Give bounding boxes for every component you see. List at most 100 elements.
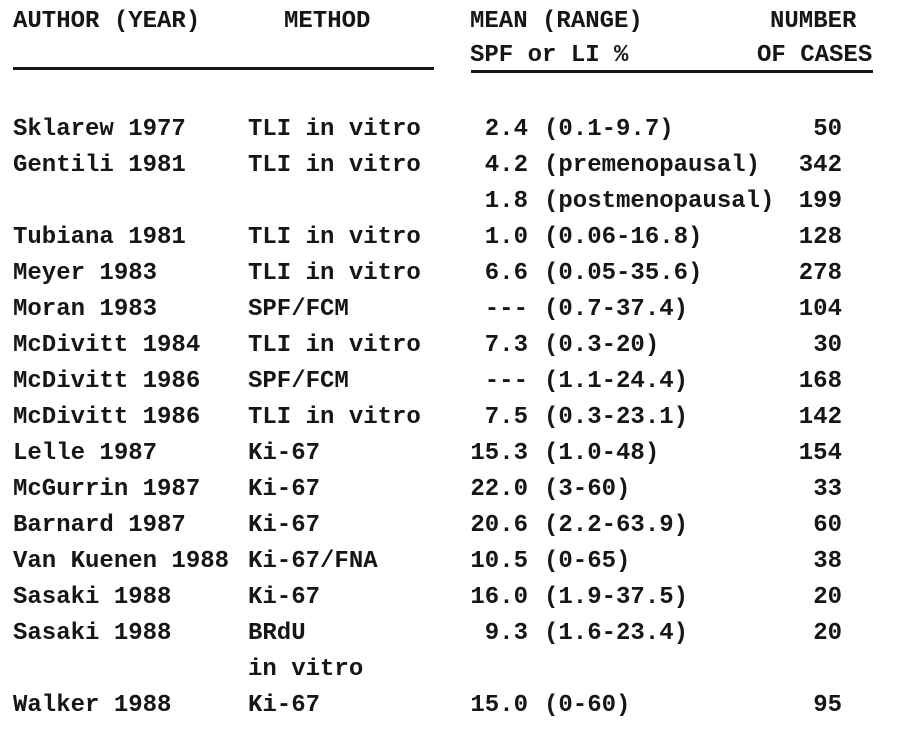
table-row: Barnard 1987 Ki-67 20.6 (2.2-63.9) 60: [0, 508, 907, 544]
author-cell: McDivitt 1984: [13, 332, 201, 359]
range-cell: (3-60): [544, 476, 631, 503]
range-cell: (0-60): [544, 692, 631, 719]
table-row: McDivitt 1984 TLI in vitro 7.3 (0.3-20) …: [0, 328, 907, 364]
range-cell: (0.1-9.7): [544, 116, 674, 143]
cases-cell: 20: [813, 620, 842, 647]
cases-cell: 30: [813, 332, 842, 359]
range-cell: (2.2-63.9): [544, 512, 689, 539]
method-cell: in vitro: [248, 656, 364, 683]
mean-cell: 7.3: [484, 332, 528, 359]
method-cell: TLI in vitro: [248, 332, 421, 359]
range-cell: (0.7-37.4): [544, 296, 689, 323]
cases-cell: 104: [798, 296, 842, 323]
cases-cell: 50: [813, 116, 842, 143]
mean-cell: 16.0: [470, 584, 528, 611]
method-cell: Ki-67: [248, 692, 321, 719]
table-row: McDivitt 1986 TLI in vitro 7.5 (0.3-23.1…: [0, 400, 907, 436]
author-cell: Sasaki 1988: [13, 620, 172, 647]
mean-cell: 15.3: [470, 440, 528, 467]
table-row: Lelle 1987 Ki-67 15.3 (1.0-48) 154: [0, 436, 907, 472]
range-cell: (1.0-48): [544, 440, 660, 467]
author-cell: Tubiana 1981: [13, 224, 186, 251]
table-row: Van Kuenen 1988 Ki-67/FNA 10.5 (0-65) 38: [0, 544, 907, 580]
table-row: Sklarew 1977 TLI in vitro 2.4 (0.1-9.7) …: [0, 112, 907, 148]
table-row: Walker 1988 Ki-67 15.0 (0-60) 95: [0, 688, 907, 724]
table-row: in vitro: [0, 652, 907, 688]
author-cell: Walker 1988: [13, 692, 172, 719]
author-cell: Sklarew 1977: [13, 116, 186, 143]
author-cell: Moran 1983: [13, 296, 158, 323]
method-cell: Ki-67: [248, 476, 321, 503]
method-cell: Ki-67: [248, 512, 321, 539]
cases-cell: 142: [798, 404, 842, 431]
cases-cell: 342: [798, 152, 842, 179]
author-cell: McGurrin 1987: [13, 476, 201, 503]
header-rule-left: [13, 67, 434, 70]
range-cell: (premenopausal): [544, 152, 761, 179]
table-row: Sasaki 1988 Ki-67 16.0 (1.9-37.5) 20: [0, 580, 907, 616]
cases-cell: 278: [798, 260, 842, 287]
mean-cell: 1.8: [484, 188, 528, 215]
method-cell: Ki-67/FNA: [248, 548, 378, 575]
cases-cell: 20: [813, 584, 842, 611]
mean-cell: 15.0: [470, 692, 528, 719]
mean-cell: 20.6: [470, 512, 528, 539]
cases-cell: 168: [798, 368, 842, 395]
method-cell: TLI in vitro: [248, 260, 421, 287]
cases-cell: 154: [798, 440, 842, 467]
table-body: Sklarew 1977 TLI in vitro 2.4 (0.1-9.7) …: [0, 112, 907, 724]
method-cell: Ki-67: [248, 440, 321, 467]
cases-cell: 38: [813, 548, 842, 575]
cases-cell: 33: [813, 476, 842, 503]
table-row: Sasaki 1988 BRdU 9.3 (1.6-23.4) 20: [0, 616, 907, 652]
mean-cell: 1.0: [484, 224, 528, 251]
table-row: Tubiana 1981 TLI in vitro 1.0 (0.06-16.8…: [0, 220, 907, 256]
range-cell: (1.9-37.5): [544, 584, 689, 611]
table-row: Moran 1983 SPF/FCM --- (0.7-37.4) 104: [0, 292, 907, 328]
header-author-year: AUTHOR (YEAR): [13, 8, 201, 35]
method-cell: Ki-67: [248, 584, 321, 611]
mean-cell: 6.6: [484, 260, 528, 287]
author-cell: McDivitt 1986: [13, 404, 201, 431]
mean-cell: 7.5: [484, 404, 528, 431]
author-cell: McDivitt 1986: [13, 368, 201, 395]
mean-cell: 9.3: [484, 620, 528, 647]
method-cell: TLI in vitro: [248, 152, 421, 179]
cases-cell: 199: [798, 188, 842, 215]
author-cell: Gentili 1981: [13, 152, 186, 179]
range-cell: (0-65): [544, 548, 631, 575]
table-row: Gentili 1981 TLI in vitro 4.2 (premenopa…: [0, 148, 907, 184]
mean-cell: ---: [484, 368, 528, 395]
table-row: McDivitt 1986 SPF/FCM --- (1.1-24.4) 168: [0, 364, 907, 400]
table-row: Meyer 1983 TLI in vitro 6.6 (0.05-35.6) …: [0, 256, 907, 292]
cases-cell: 95: [813, 692, 842, 719]
range-cell: (0.05-35.6): [544, 260, 703, 287]
table-row: 1.8 (postmenopausal) 199: [0, 184, 907, 220]
header-rule-right: [471, 70, 873, 73]
author-cell: Lelle 1987: [13, 440, 158, 467]
author-cell: Sasaki 1988: [13, 584, 172, 611]
method-cell: SPF/FCM: [248, 368, 349, 395]
cases-cell: 60: [813, 512, 842, 539]
range-cell: (0.06-16.8): [544, 224, 703, 251]
header-spf-or-li: SPF or LI %: [470, 42, 629, 69]
mean-cell: 2.4: [484, 116, 528, 143]
range-cell: (0.3-20): [544, 332, 660, 359]
header-number: NUMBER: [770, 8, 857, 35]
method-cell: TLI in vitro: [248, 224, 421, 251]
range-cell: (1.1-24.4): [544, 368, 689, 395]
mean-cell: 22.0: [470, 476, 528, 503]
range-cell: (1.6-23.4): [544, 620, 689, 647]
author-cell: Van Kuenen 1988: [13, 548, 230, 575]
author-cell: Meyer 1983: [13, 260, 158, 287]
header-mean-range: MEAN (RANGE): [470, 8, 643, 35]
table-row: McGurrin 1987 Ki-67 22.0 (3-60) 33: [0, 472, 907, 508]
author-cell: Barnard 1987: [13, 512, 186, 539]
method-cell: BRdU: [248, 620, 306, 647]
range-cell: (0.3-23.1): [544, 404, 689, 431]
header-method: METHOD: [284, 8, 371, 35]
mean-cell: ---: [484, 296, 528, 323]
mean-cell: 4.2: [484, 152, 528, 179]
mean-cell: 10.5: [470, 548, 528, 575]
